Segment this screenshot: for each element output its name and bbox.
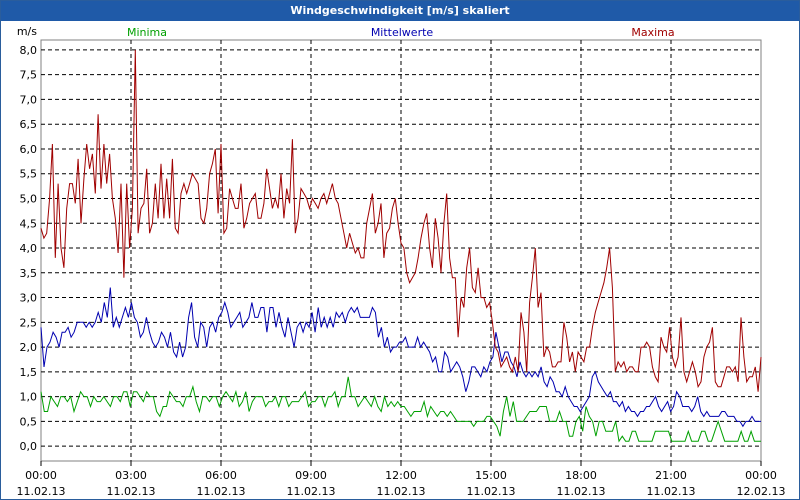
x-tick-time-label: 18:00 (565, 469, 597, 482)
y-tick-label: 1,0 (20, 391, 38, 404)
x-tick-date-label: 11.02.13 (197, 485, 246, 498)
y-tick-label: 3,5 (20, 267, 38, 280)
y-axis-label: m/s (17, 25, 37, 38)
x-tick-time-label: 00:00 (745, 469, 777, 482)
y-tick-label: 0,0 (20, 440, 38, 453)
y-tick-label: 7,0 (20, 93, 38, 106)
x-tick-date-label: 11.02.13 (107, 485, 156, 498)
y-tick-label: 3,0 (20, 292, 38, 305)
x-tick-time-label: 06:00 (205, 469, 237, 482)
y-tick-label: 6,5 (20, 118, 38, 131)
y-tick-label: 5,5 (20, 168, 38, 181)
y-tick-label: 4,0 (20, 242, 38, 255)
legend-entry-maxima: Maxima (631, 26, 674, 39)
x-tick-date-label: 11.02.13 (377, 485, 426, 498)
x-tick-date-label: 11.02.13 (287, 485, 336, 498)
x-tick-date-label: 12.02.13 (737, 485, 786, 498)
x-tick-date-label: 11.02.13 (467, 485, 516, 498)
x-tick-time-label: 00:00 (25, 469, 57, 482)
legend-entry-mittelwerte: Mittelwerte (371, 26, 434, 39)
y-tick-label: 8,0 (20, 44, 38, 57)
y-tick-label: 4,5 (20, 217, 38, 230)
y-tick-label: 6,0 (20, 143, 38, 156)
y-tick-label: 2,5 (20, 316, 38, 329)
x-tick-time-label: 21:00 (655, 469, 687, 482)
y-tick-label: 5,0 (20, 192, 38, 205)
x-tick-time-label: 09:00 (295, 469, 327, 482)
x-tick-date-label: 11.02.13 (647, 485, 696, 498)
x-tick-date-label: 11.02.13 (17, 485, 66, 498)
legend-entry-minima: Minima (127, 26, 167, 39)
x-tick-date-label: 11.02.13 (557, 485, 606, 498)
y-tick-label: 1,5 (20, 366, 38, 379)
series-line-mittelwerte (40, 287, 761, 428)
y-tick-label: 2,0 (20, 341, 38, 354)
y-tick-label: 0,5 (20, 415, 38, 428)
x-tick-time-label: 03:00 (115, 469, 147, 482)
window-title: Windgeschwindigkeit [m/s] skaliert (1, 1, 799, 21)
y-tick-label: 7,5 (20, 69, 38, 82)
x-tick-time-label: 15:00 (475, 469, 507, 482)
series-line-maxima (40, 49, 762, 392)
series-line-minima (40, 376, 761, 443)
x-tick-time-label: 12:00 (385, 469, 417, 482)
